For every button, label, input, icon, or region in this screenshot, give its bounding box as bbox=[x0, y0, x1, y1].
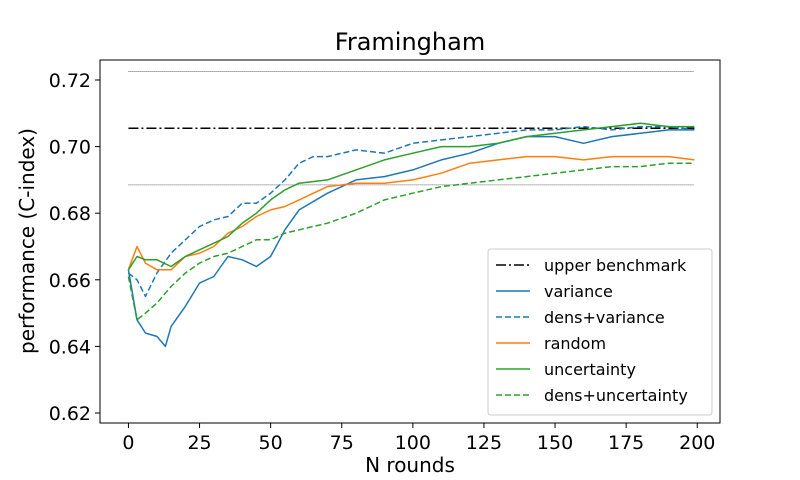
x-tick-label: 0 bbox=[122, 432, 134, 454]
legend-label: upper benchmark bbox=[544, 256, 687, 275]
chart-title: Framingham bbox=[335, 28, 485, 56]
x-tick-label: 75 bbox=[330, 432, 354, 454]
legend-label: uncertainty bbox=[544, 360, 636, 379]
series-line-dens-uncertainty bbox=[127, 162, 695, 321]
plot-area bbox=[127, 71, 695, 348]
legend-label: random bbox=[544, 334, 606, 353]
y-tick-label: 0.66 bbox=[49, 270, 91, 292]
y-tick-label: 0.64 bbox=[49, 336, 91, 358]
plot-frame bbox=[99, 59, 721, 424]
series-line-variance bbox=[127, 129, 695, 348]
x-tick-label: 25 bbox=[187, 432, 211, 454]
y-tick-label: 0.68 bbox=[49, 203, 91, 225]
series-line-dens-variance bbox=[127, 125, 695, 298]
x-axis: 0 25 50 75 100 125 150 175 200 bbox=[122, 423, 715, 454]
x-tick-label: 175 bbox=[608, 432, 644, 454]
legend-label: dens+uncertainty bbox=[544, 386, 688, 405]
x-tick-label: 200 bbox=[679, 432, 715, 454]
legend-label: variance bbox=[544, 282, 613, 301]
x-axis-title: N rounds bbox=[365, 453, 455, 477]
legend-label: dens+variance bbox=[544, 308, 665, 327]
x-tick-label: 125 bbox=[466, 432, 502, 454]
y-axis: 0.62 0.64 0.66 0.68 0.70 0.72 bbox=[49, 70, 100, 425]
x-tick-label: 150 bbox=[537, 432, 573, 454]
y-tick-label: 0.62 bbox=[49, 403, 91, 425]
series-line-random bbox=[127, 155, 695, 271]
legend-box bbox=[487, 248, 713, 416]
x-tick-label: 50 bbox=[259, 432, 283, 454]
legend: upper benchmark variance dens+variance rand… bbox=[487, 248, 713, 416]
y-axis-title: performance (C-index) bbox=[15, 128, 39, 354]
y-tick-label: 0.70 bbox=[49, 137, 91, 159]
y-tick-label: 0.72 bbox=[49, 70, 91, 92]
x-tick-label: 100 bbox=[395, 432, 431, 454]
series-line-uncertainty bbox=[127, 122, 695, 271]
